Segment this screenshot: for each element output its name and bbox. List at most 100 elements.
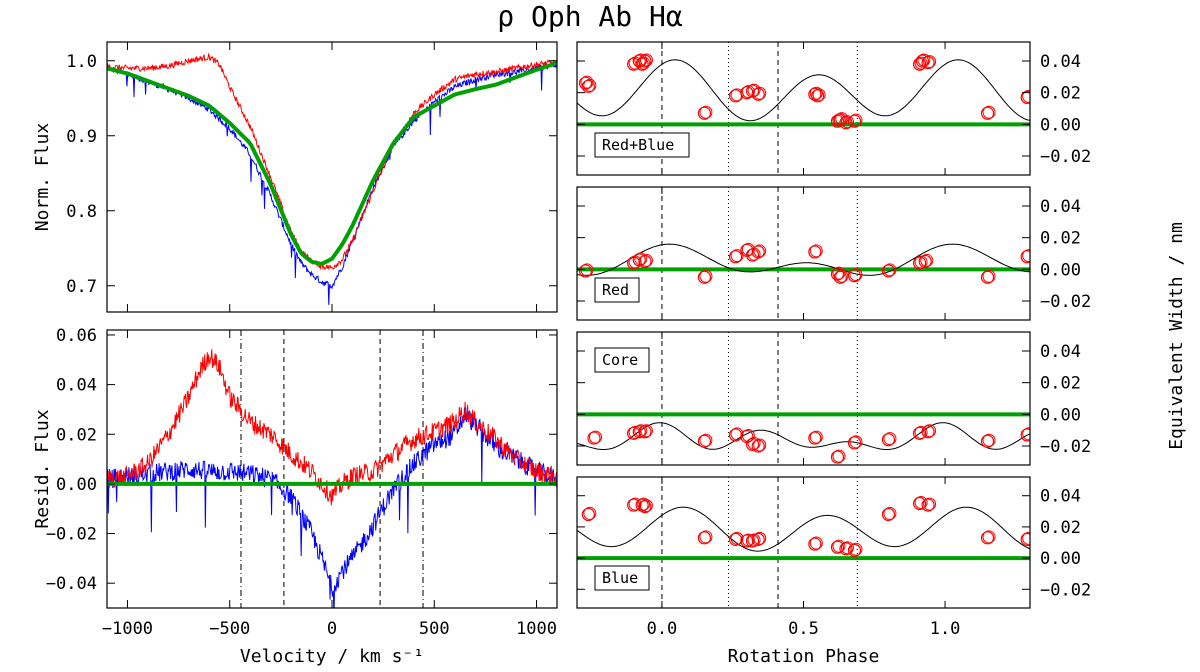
ew-redblue-legend-box <box>594 132 690 158</box>
ew-red-point-0 <box>578 264 593 278</box>
ew-red-ytick-label-1: 0.00 <box>1040 260 1081 280</box>
ew-redblue-point-21 <box>1020 90 1030 105</box>
ew-redblue-point-ring-18 <box>917 53 931 67</box>
resid-ytick-label-0: −0.04 <box>46 574 97 594</box>
ew-blue-panel: −0.02 0.00 0.02 0.04 Blue 0.0 0.5 1.0 Rotation P… <box>577 477 1091 667</box>
ew-red-point-5 <box>728 250 743 264</box>
ew-red-point-14 <box>912 256 927 270</box>
ew-redblue-point-4 <box>635 57 649 71</box>
ew-redblue-point-ring-16 <box>849 113 863 127</box>
ew-redblue-point-ring-4 <box>637 56 651 70</box>
ew-redblue-point-ring-20 <box>982 105 996 119</box>
ew-redblue-point-ring-15 <box>840 115 854 129</box>
resid-xtick-label-0: −1000 <box>102 619 153 639</box>
resid-panel: −1000 −500 0 500 1000 −0.04 −0.02 0.00 0.02 0.04 0… <box>32 326 557 667</box>
ew-core-ytick-label-1: 0.00 <box>1040 405 1081 425</box>
ew-core-point-16 <box>1020 428 1030 442</box>
ew-core-point-15 <box>980 434 995 448</box>
ew-red-ytick-label-2: 0.02 <box>1040 229 1081 249</box>
ew-blue-point-ring-17 <box>1022 531 1030 545</box>
ew-redblue-panel: −0.02 0.00 0.02 0.04 Red+Blue <box>577 42 1091 175</box>
ew-redblue-point-20 <box>980 106 995 120</box>
flux-series-group <box>107 52 557 305</box>
ew-red-ytick-label-0: −0.02 <box>1040 292 1091 312</box>
ew-blue-point-ring-15 <box>923 497 937 511</box>
ew-red-point-ring-2 <box>634 252 648 266</box>
flux-ytick-label-1: 0.8 <box>66 202 97 222</box>
ew-red-point-ring-3 <box>639 253 653 267</box>
ew-red-point-2 <box>632 253 646 267</box>
ew-redblue-point-1 <box>581 79 595 93</box>
ew-blue-xlabel: Rotation Phase <box>728 646 880 667</box>
ew-blue-point-8 <box>751 532 765 546</box>
ew-blue-point-10 <box>830 540 845 554</box>
ew-redblue-point-15 <box>839 116 853 130</box>
ew-core-point-ring-10 <box>832 449 846 463</box>
ew-blue-point-ring-2 <box>637 497 651 511</box>
ew-redblue-point-6 <box>697 106 712 120</box>
ew-red-point-8 <box>751 245 765 259</box>
ew-core-point-ring-9 <box>809 430 823 444</box>
ew-blue-point-17 <box>1020 532 1030 546</box>
ew-red-legend-label: Red <box>602 281 629 299</box>
ew-redblue-point-5 <box>638 54 652 68</box>
ew-blue-point-7 <box>745 534 760 548</box>
ew-core-point-2 <box>632 425 646 439</box>
ew-core-point-7 <box>745 437 760 452</box>
resid-xlabel: Velocity / km s⁻¹ <box>240 646 424 667</box>
resid-series-group <box>107 330 557 608</box>
ew-core-point-12 <box>881 433 896 447</box>
ew-core-point-ring-8 <box>753 438 767 452</box>
resid-xtick-label-1: −500 <box>209 619 250 639</box>
ew-red-point-13 <box>881 264 896 278</box>
ew-core-series-group <box>577 332 1030 465</box>
resid-ytick-label-5: 0.06 <box>56 326 97 346</box>
ew-redblue-ytick-label-3: 0.04 <box>1040 52 1081 72</box>
figure-title: ρ Oph Ab Hα <box>497 0 683 33</box>
ew-redblue-point-ring-21 <box>1022 89 1030 103</box>
resid-ytick-label-1: −0.02 <box>46 525 97 545</box>
ew-redblue-point-19 <box>921 55 935 70</box>
equivalent-width-label: Equivalent Width / nm <box>1166 222 1187 450</box>
ew-blue-point-ring-11 <box>840 541 854 555</box>
ew-core-model-curve <box>577 422 1030 450</box>
ew-core-ytick-label-2: 0.02 <box>1040 374 1081 394</box>
ew-blue-point-ring-8 <box>753 531 767 545</box>
ew-red-point-ring-17 <box>1022 249 1030 263</box>
ew-blue-point-16 <box>980 531 995 545</box>
ew-redblue-ytick-label-1: 0.00 <box>1040 115 1081 135</box>
resid-xtick-label-4: 1000 <box>516 619 557 639</box>
ew-blue-point-ring-0 <box>583 506 597 520</box>
ew-redblue-point-ring-17 <box>914 56 928 70</box>
ew-blue-point-13 <box>881 507 896 522</box>
flux-ytick-label-3: 1.0 <box>66 52 97 72</box>
ew-red-series-group <box>577 187 1030 320</box>
ew-blue-series-group <box>577 477 1030 608</box>
ew-blue-point-14 <box>912 496 927 511</box>
flux-ytick-label-2: 0.9 <box>66 127 97 147</box>
ew-red-point-ring-13 <box>883 263 897 277</box>
ew-core-point-0 <box>587 431 601 445</box>
ew-blue-legend-label: Blue <box>602 569 638 587</box>
ew-blue-frame <box>576 476 1031 609</box>
ew-redblue-point-12 <box>811 89 825 103</box>
ew-core-point-14 <box>921 425 935 439</box>
ew-red-point-12 <box>847 269 862 283</box>
ew-blue-point-ring-7 <box>747 533 761 547</box>
flux-panel: 0.7 0.8 0.9 1.0 Norm. Flux <box>32 42 557 312</box>
ew-red-point-11 <box>833 270 847 284</box>
ew-core-point-ring-13 <box>914 425 928 439</box>
ew-redblue-point-17 <box>912 57 927 71</box>
ew-redblue-point-ring-12 <box>812 88 826 102</box>
flux-frame <box>106 41 558 313</box>
ew-core-legend-box <box>594 347 650 373</box>
ew-blue-ytick-label-0: −0.02 <box>1040 580 1091 600</box>
ew-core-point-ring-12 <box>883 432 897 446</box>
ew-core-point-13 <box>912 426 927 440</box>
ew-blue-point-4 <box>697 531 712 545</box>
ew-blue-ytick-label-2: 0.02 <box>1040 518 1081 538</box>
ew-redblue-point-11 <box>808 87 822 101</box>
ew-redblue-point-18 <box>915 54 930 68</box>
ew-redblue-point-10 <box>751 87 765 101</box>
ew-red-point-9 <box>808 245 822 259</box>
